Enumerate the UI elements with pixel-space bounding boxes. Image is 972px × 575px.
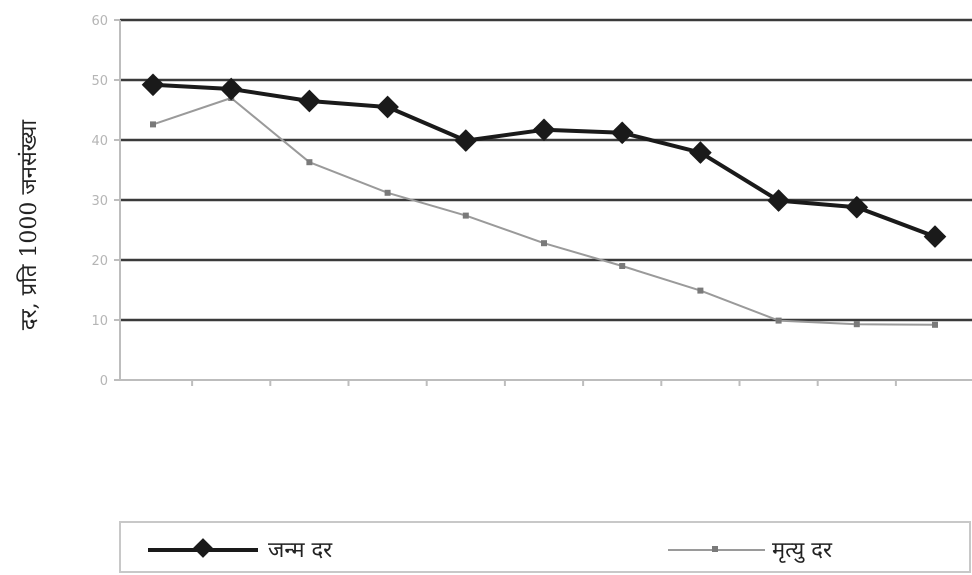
data-point: [306, 159, 313, 166]
y-tick-label: 20: [91, 254, 108, 269]
legend-swatch-death-rate: [668, 546, 765, 552]
grid-lines: [120, 18, 972, 322]
y-tick-label: 50: [91, 74, 108, 89]
series-line-0: [152, 82, 936, 239]
data-point: [932, 321, 938, 328]
data-point: [853, 321, 860, 328]
data-point: [150, 121, 156, 128]
x-tick-labels: [191, 380, 897, 386]
y-tick-label: 30: [91, 194, 108, 209]
data-point: [462, 212, 469, 219]
data-point: [541, 240, 547, 247]
y-axis-label: दर, प्रति 1000 जनसंख्या: [16, 120, 42, 330]
legend: जन्म दर मृत्यु दर: [119, 521, 971, 573]
y-tick-label: 0: [100, 374, 108, 389]
y-tick-label: 40: [91, 134, 108, 149]
data-point: [619, 263, 626, 269]
y-tick-labels: 0 10 20 30 40 50 60: [91, 14, 120, 389]
legend-box: [119, 521, 971, 573]
data-point: [384, 189, 391, 196]
legend-label-birth-rate: जन्म दर: [268, 538, 333, 563]
y-tick-label: 10: [91, 314, 108, 329]
legend-label-death-rate: मृत्यु दर: [772, 538, 833, 563]
y-tick-label: 60: [91, 14, 108, 29]
data-point: [775, 317, 782, 324]
data-point: [697, 287, 704, 294]
